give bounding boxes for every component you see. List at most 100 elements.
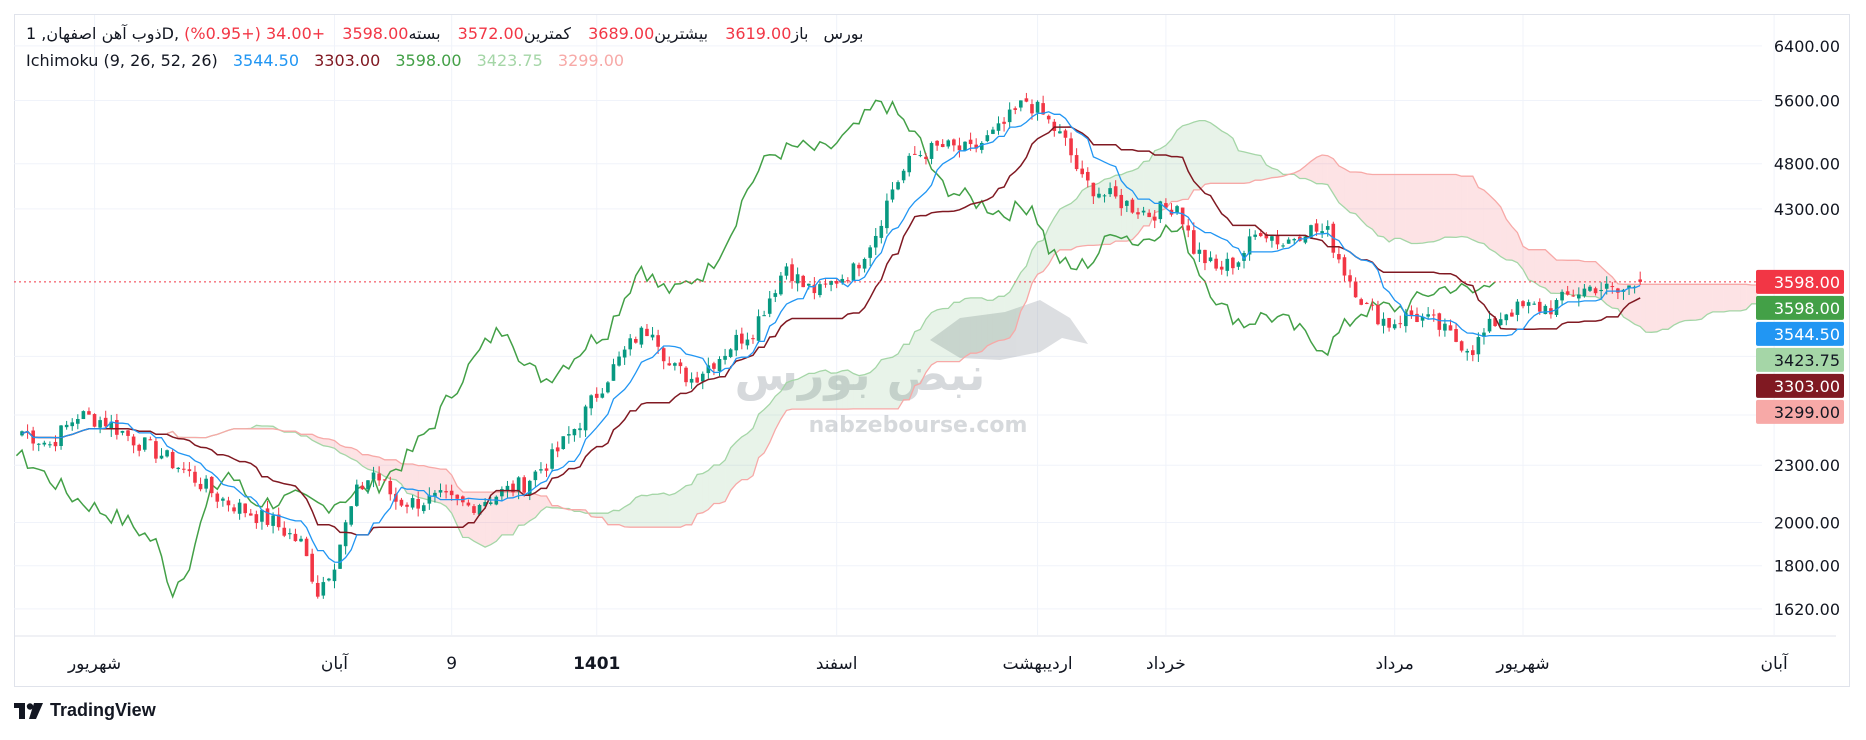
candle-body	[1448, 325, 1453, 331]
candle-body	[165, 450, 169, 457]
candle-body	[1565, 291, 1570, 295]
candle-body	[1498, 319, 1503, 326]
candle-body	[1593, 288, 1598, 294]
legend-symbol[interactable]: ذوب آهن اصفهان, 1D, بورس	[26, 24, 864, 43]
cloud-segment	[1182, 124, 1189, 200]
cloud-segment	[847, 370, 854, 410]
price-badge-label: 3598.00	[1774, 299, 1840, 318]
legend-open: باز3619.00	[725, 24, 809, 43]
candle-body	[209, 476, 214, 494]
cloud-segment	[1037, 240, 1044, 275]
cloud-segment	[1004, 291, 1010, 340]
cloud-segment	[1076, 190, 1083, 247]
candle-body	[1465, 350, 1470, 353]
candle-body	[1035, 101, 1040, 113]
cloud-segment	[1333, 158, 1339, 203]
y-tick-label: 1620.00	[1774, 600, 1840, 619]
cloud-segment	[658, 493, 664, 528]
cloud-segment	[362, 454, 368, 470]
candle-body	[154, 441, 158, 459]
cloud-segment	[1054, 209, 1060, 255]
lagging-span-line	[15, 99, 1496, 599]
indicator-name[interactable]: Ichimoku (9, 26, 52, 26)	[26, 51, 218, 70]
cloud-segment	[1740, 284, 1747, 311]
candle-body	[1582, 288, 1587, 297]
candle-body	[137, 444, 141, 451]
candle-body	[539, 469, 543, 471]
cloud-segment	[808, 373, 815, 410]
cloud-segment	[1690, 284, 1696, 321]
cloud-segment	[1640, 284, 1646, 333]
cloud-segment	[875, 359, 882, 409]
candle-body	[846, 280, 850, 282]
cloud-segment	[1444, 174, 1451, 238]
cloud-segment	[831, 372, 837, 410]
price-badge-label: 3598.00	[1774, 273, 1840, 292]
cloud-segment	[674, 489, 681, 528]
candle-body	[1286, 239, 1291, 244]
cloud-segment	[1232, 138, 1239, 184]
candle-body	[98, 420, 102, 428]
cloud-segment	[937, 308, 943, 362]
candle-body	[689, 378, 694, 383]
candle-body	[1264, 234, 1269, 239]
candle-body	[455, 494, 460, 499]
candle-body	[1024, 98, 1029, 102]
cloud-segment	[1696, 284, 1702, 321]
candle-body	[974, 144, 978, 149]
candle-body	[204, 478, 208, 489]
tradingview-logo[interactable]: TradingView	[14, 700, 156, 721]
y-tick-label: 4300.00	[1774, 200, 1840, 219]
cloud-segment	[1394, 174, 1401, 239]
cloud-segment	[1377, 174, 1384, 237]
watermark-domain: nabzebourse.com	[809, 413, 1028, 438]
candle-body	[723, 355, 727, 360]
x-tick-label: شهریور	[67, 654, 121, 674]
candle-body	[265, 508, 270, 525]
candle-body	[1610, 286, 1615, 288]
cloud-segment	[1550, 254, 1557, 294]
candle-body	[399, 499, 404, 506]
candle-body	[589, 395, 593, 409]
candle-body	[1476, 337, 1481, 355]
candle-body	[678, 362, 683, 367]
cloud-segment	[479, 492, 486, 548]
watermark-bull-icon	[930, 300, 1088, 360]
cloud-segment	[669, 493, 675, 528]
cloud-segment	[981, 297, 988, 352]
candle-body	[779, 275, 783, 295]
candle-body	[120, 430, 125, 433]
cloud-segment	[1539, 249, 1546, 289]
candle-body	[929, 142, 934, 159]
cloud-segment	[953, 302, 960, 362]
cloud-segment	[825, 370, 832, 410]
candle-body	[1392, 324, 1397, 329]
candle-body	[1493, 318, 1497, 327]
legend-ohlc: ذوب آهن اصفهان, 1D, بورس باز3619.00 بیشت…	[26, 24, 874, 43]
candle-body	[59, 425, 63, 447]
candle-body	[611, 364, 616, 381]
price-badge	[1756, 373, 1844, 398]
candle-body	[1571, 295, 1576, 297]
candle-body	[198, 483, 203, 490]
chart-frame[interactable]	[14, 14, 1850, 687]
candle-body	[712, 363, 716, 369]
chart-canvas[interactable]: نبض بورس nabzebourse.com 6400.00 5600.00 480…	[0, 0, 1866, 690]
cloud-segment	[613, 510, 620, 525]
cloud-segment	[1249, 153, 1256, 183]
cloud-segment	[859, 374, 865, 409]
cloud-segment	[1467, 176, 1473, 240]
candle-body	[355, 484, 359, 506]
candle-body	[1158, 201, 1163, 220]
candle-body	[304, 538, 309, 557]
candle-body	[1454, 329, 1458, 342]
candle-body	[48, 444, 52, 446]
candle-body	[734, 334, 739, 351]
cloud-segment	[635, 495, 642, 528]
cloud-segment	[680, 485, 687, 528]
candle-body	[1487, 318, 1492, 332]
cloud-segment	[1216, 126, 1222, 184]
cloud-segment	[1355, 172, 1362, 220]
candle-body	[282, 527, 287, 536]
candle-body	[1108, 188, 1112, 195]
